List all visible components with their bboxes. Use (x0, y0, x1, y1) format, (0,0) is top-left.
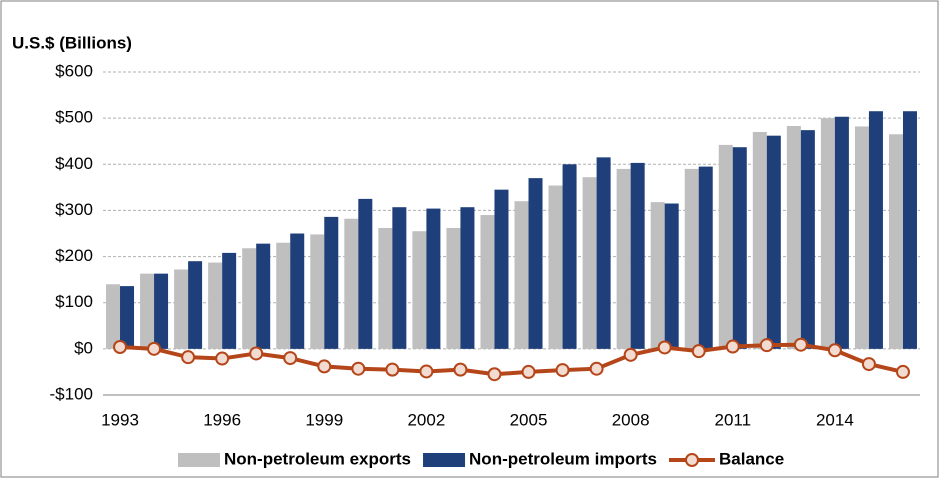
bar (242, 248, 257, 349)
bar (154, 273, 169, 349)
x-tick-label: 2011 (714, 410, 751, 429)
marker (317, 359, 332, 374)
bar (426, 208, 441, 349)
bar (630, 162, 645, 349)
bar (596, 157, 611, 349)
marker (385, 362, 400, 377)
x-tick-label: 2014 (816, 410, 854, 429)
legend-swatch (684, 453, 699, 467)
y-tick-label: $0 (74, 338, 93, 357)
bar (344, 218, 359, 349)
bar (446, 227, 461, 349)
bar (834, 116, 849, 349)
bar (868, 111, 883, 349)
bar (290, 233, 305, 349)
marker (725, 339, 740, 354)
y-tick-label: $100 (55, 292, 93, 311)
marker (691, 344, 706, 359)
y-tick-label: -$100 (50, 384, 93, 403)
chart-title: U.S.$ (Billions) (12, 33, 132, 52)
y-tick-label: $400 (55, 154, 93, 173)
bar (732, 147, 747, 349)
marker (861, 357, 876, 372)
bar (664, 203, 679, 349)
bar (358, 198, 373, 349)
marker (623, 347, 638, 362)
marker (113, 340, 128, 355)
x-tick-label: 1993 (101, 410, 139, 429)
bar (494, 189, 509, 349)
marker (521, 364, 536, 379)
bar (514, 201, 529, 349)
bar (140, 273, 155, 349)
bar (888, 134, 903, 349)
x-tick-label: 2002 (407, 410, 445, 429)
marker (181, 350, 196, 365)
bar (698, 166, 713, 349)
marker (555, 363, 570, 378)
bar (460, 207, 475, 349)
marker (453, 362, 468, 377)
bar (854, 126, 869, 349)
marker (147, 341, 162, 356)
bar (582, 177, 597, 349)
bar (616, 168, 631, 349)
bar (528, 178, 543, 349)
bar (222, 252, 237, 349)
bar (276, 242, 291, 349)
marker (759, 338, 774, 353)
bar (786, 125, 801, 349)
bar (480, 215, 495, 349)
marker (589, 361, 604, 376)
bar (256, 243, 271, 349)
y-tick-label: $200 (55, 246, 93, 265)
bar (820, 118, 835, 349)
legend-swatch (423, 453, 466, 467)
marker (487, 367, 502, 382)
marker (827, 343, 842, 358)
bar (548, 185, 563, 349)
bar (378, 227, 393, 349)
bar (412, 231, 427, 349)
y-tick-label: $500 (55, 108, 93, 127)
legend-label: Balance (719, 449, 784, 468)
x-tick-label: 1999 (305, 410, 343, 429)
marker (895, 364, 910, 379)
bar (208, 262, 223, 349)
x-tick-label: 1996 (203, 410, 241, 429)
legend-label: Non-petroleum exports (224, 449, 411, 468)
y-tick-label: $600 (55, 61, 93, 80)
bar (800, 130, 815, 349)
marker (215, 351, 230, 366)
bar (120, 286, 135, 349)
legend-label: Non-petroleum imports (469, 449, 657, 468)
bar (684, 168, 699, 349)
bar (310, 234, 325, 349)
bar (902, 111, 917, 349)
bar (718, 144, 733, 349)
bar (650, 202, 665, 349)
x-tick-label: 2005 (510, 410, 548, 429)
bar (188, 261, 203, 349)
bar (752, 131, 767, 349)
marker (419, 364, 434, 379)
bar (392, 207, 407, 349)
bar (106, 284, 121, 349)
marker (249, 346, 264, 361)
marker (657, 340, 672, 355)
x-tick-label: 2008 (612, 410, 650, 429)
legend-swatch (178, 453, 220, 467)
marker (283, 351, 298, 366)
marker (351, 361, 366, 376)
y-tick-label: $300 (55, 200, 93, 219)
marker (793, 337, 808, 352)
bar (766, 135, 781, 349)
bar (562, 164, 577, 349)
bar (174, 269, 189, 349)
bar (324, 216, 339, 349)
